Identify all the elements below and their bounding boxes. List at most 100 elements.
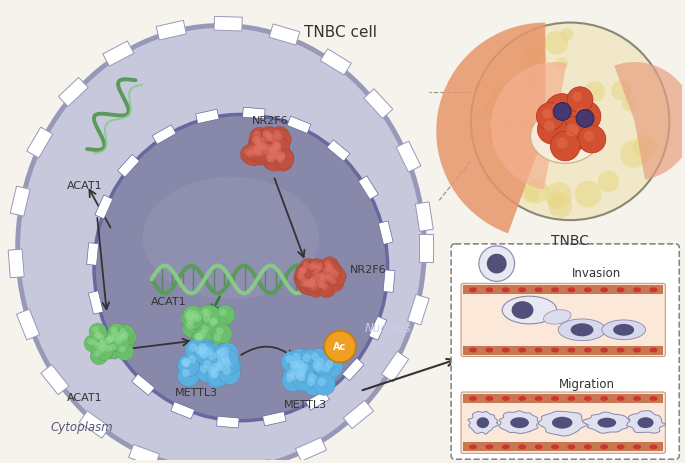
Circle shape [90, 347, 108, 365]
Circle shape [266, 154, 273, 161]
Text: Nucleus: Nucleus [365, 322, 412, 335]
Circle shape [208, 367, 216, 375]
Circle shape [255, 140, 262, 147]
Circle shape [268, 137, 288, 156]
Circle shape [195, 333, 202, 341]
Circle shape [558, 116, 592, 150]
Circle shape [210, 319, 217, 326]
Circle shape [182, 369, 190, 377]
Circle shape [101, 341, 119, 359]
Circle shape [178, 355, 200, 376]
Ellipse shape [486, 288, 493, 292]
Circle shape [311, 262, 329, 280]
Circle shape [288, 349, 310, 370]
Ellipse shape [469, 396, 477, 401]
Circle shape [256, 143, 263, 150]
Circle shape [111, 329, 129, 347]
Circle shape [256, 139, 275, 159]
Circle shape [273, 151, 281, 159]
Circle shape [215, 350, 223, 358]
Circle shape [240, 144, 260, 164]
Circle shape [519, 51, 540, 74]
Circle shape [321, 356, 343, 377]
Wedge shape [490, 62, 566, 189]
Polygon shape [95, 195, 113, 219]
Circle shape [198, 343, 206, 351]
Ellipse shape [558, 319, 606, 341]
Circle shape [99, 346, 105, 353]
Circle shape [303, 353, 311, 362]
Ellipse shape [469, 288, 477, 292]
Circle shape [550, 131, 580, 161]
Ellipse shape [633, 444, 641, 450]
Circle shape [119, 333, 125, 339]
Circle shape [273, 143, 281, 150]
Circle shape [325, 360, 334, 368]
Ellipse shape [518, 396, 526, 401]
Circle shape [185, 312, 192, 319]
Polygon shape [327, 140, 350, 161]
Circle shape [270, 149, 290, 169]
Circle shape [197, 334, 204, 341]
Circle shape [262, 150, 282, 170]
Circle shape [313, 276, 331, 294]
Circle shape [92, 326, 99, 333]
Circle shape [111, 326, 118, 333]
Circle shape [264, 147, 271, 155]
Circle shape [323, 271, 340, 289]
Circle shape [269, 147, 277, 154]
Circle shape [303, 262, 310, 269]
Circle shape [282, 370, 303, 392]
Polygon shape [627, 411, 666, 433]
Circle shape [273, 151, 292, 171]
Ellipse shape [518, 348, 526, 352]
Circle shape [567, 87, 593, 113]
Ellipse shape [616, 444, 625, 450]
Circle shape [195, 333, 202, 340]
Circle shape [207, 359, 229, 381]
Circle shape [211, 369, 219, 377]
Polygon shape [499, 411, 540, 433]
Circle shape [499, 120, 517, 139]
Circle shape [99, 340, 105, 347]
Ellipse shape [469, 444, 477, 450]
Circle shape [253, 145, 273, 164]
Polygon shape [538, 411, 587, 436]
Circle shape [301, 277, 319, 295]
Circle shape [329, 267, 336, 274]
Circle shape [308, 263, 315, 270]
Circle shape [119, 328, 136, 346]
Circle shape [484, 100, 501, 118]
Circle shape [252, 139, 272, 159]
Ellipse shape [502, 296, 557, 324]
Circle shape [633, 135, 657, 158]
Wedge shape [614, 62, 685, 180]
Polygon shape [103, 41, 134, 66]
Circle shape [275, 133, 283, 141]
Circle shape [264, 131, 272, 139]
Circle shape [108, 336, 114, 343]
Circle shape [188, 355, 197, 363]
Ellipse shape [530, 109, 600, 163]
Circle shape [479, 246, 514, 282]
Circle shape [274, 148, 294, 168]
Circle shape [332, 271, 339, 277]
Circle shape [186, 309, 194, 317]
Circle shape [199, 330, 207, 337]
Circle shape [182, 359, 190, 367]
Ellipse shape [600, 288, 608, 292]
Circle shape [206, 366, 227, 388]
Circle shape [94, 332, 101, 339]
Circle shape [578, 125, 606, 153]
Circle shape [216, 343, 238, 364]
Wedge shape [436, 23, 545, 233]
Circle shape [262, 130, 270, 138]
Circle shape [253, 146, 261, 153]
Ellipse shape [486, 348, 493, 352]
Ellipse shape [638, 417, 653, 428]
Circle shape [260, 144, 279, 163]
Circle shape [292, 365, 300, 373]
Ellipse shape [94, 114, 388, 421]
Circle shape [192, 328, 212, 348]
Circle shape [314, 279, 333, 296]
